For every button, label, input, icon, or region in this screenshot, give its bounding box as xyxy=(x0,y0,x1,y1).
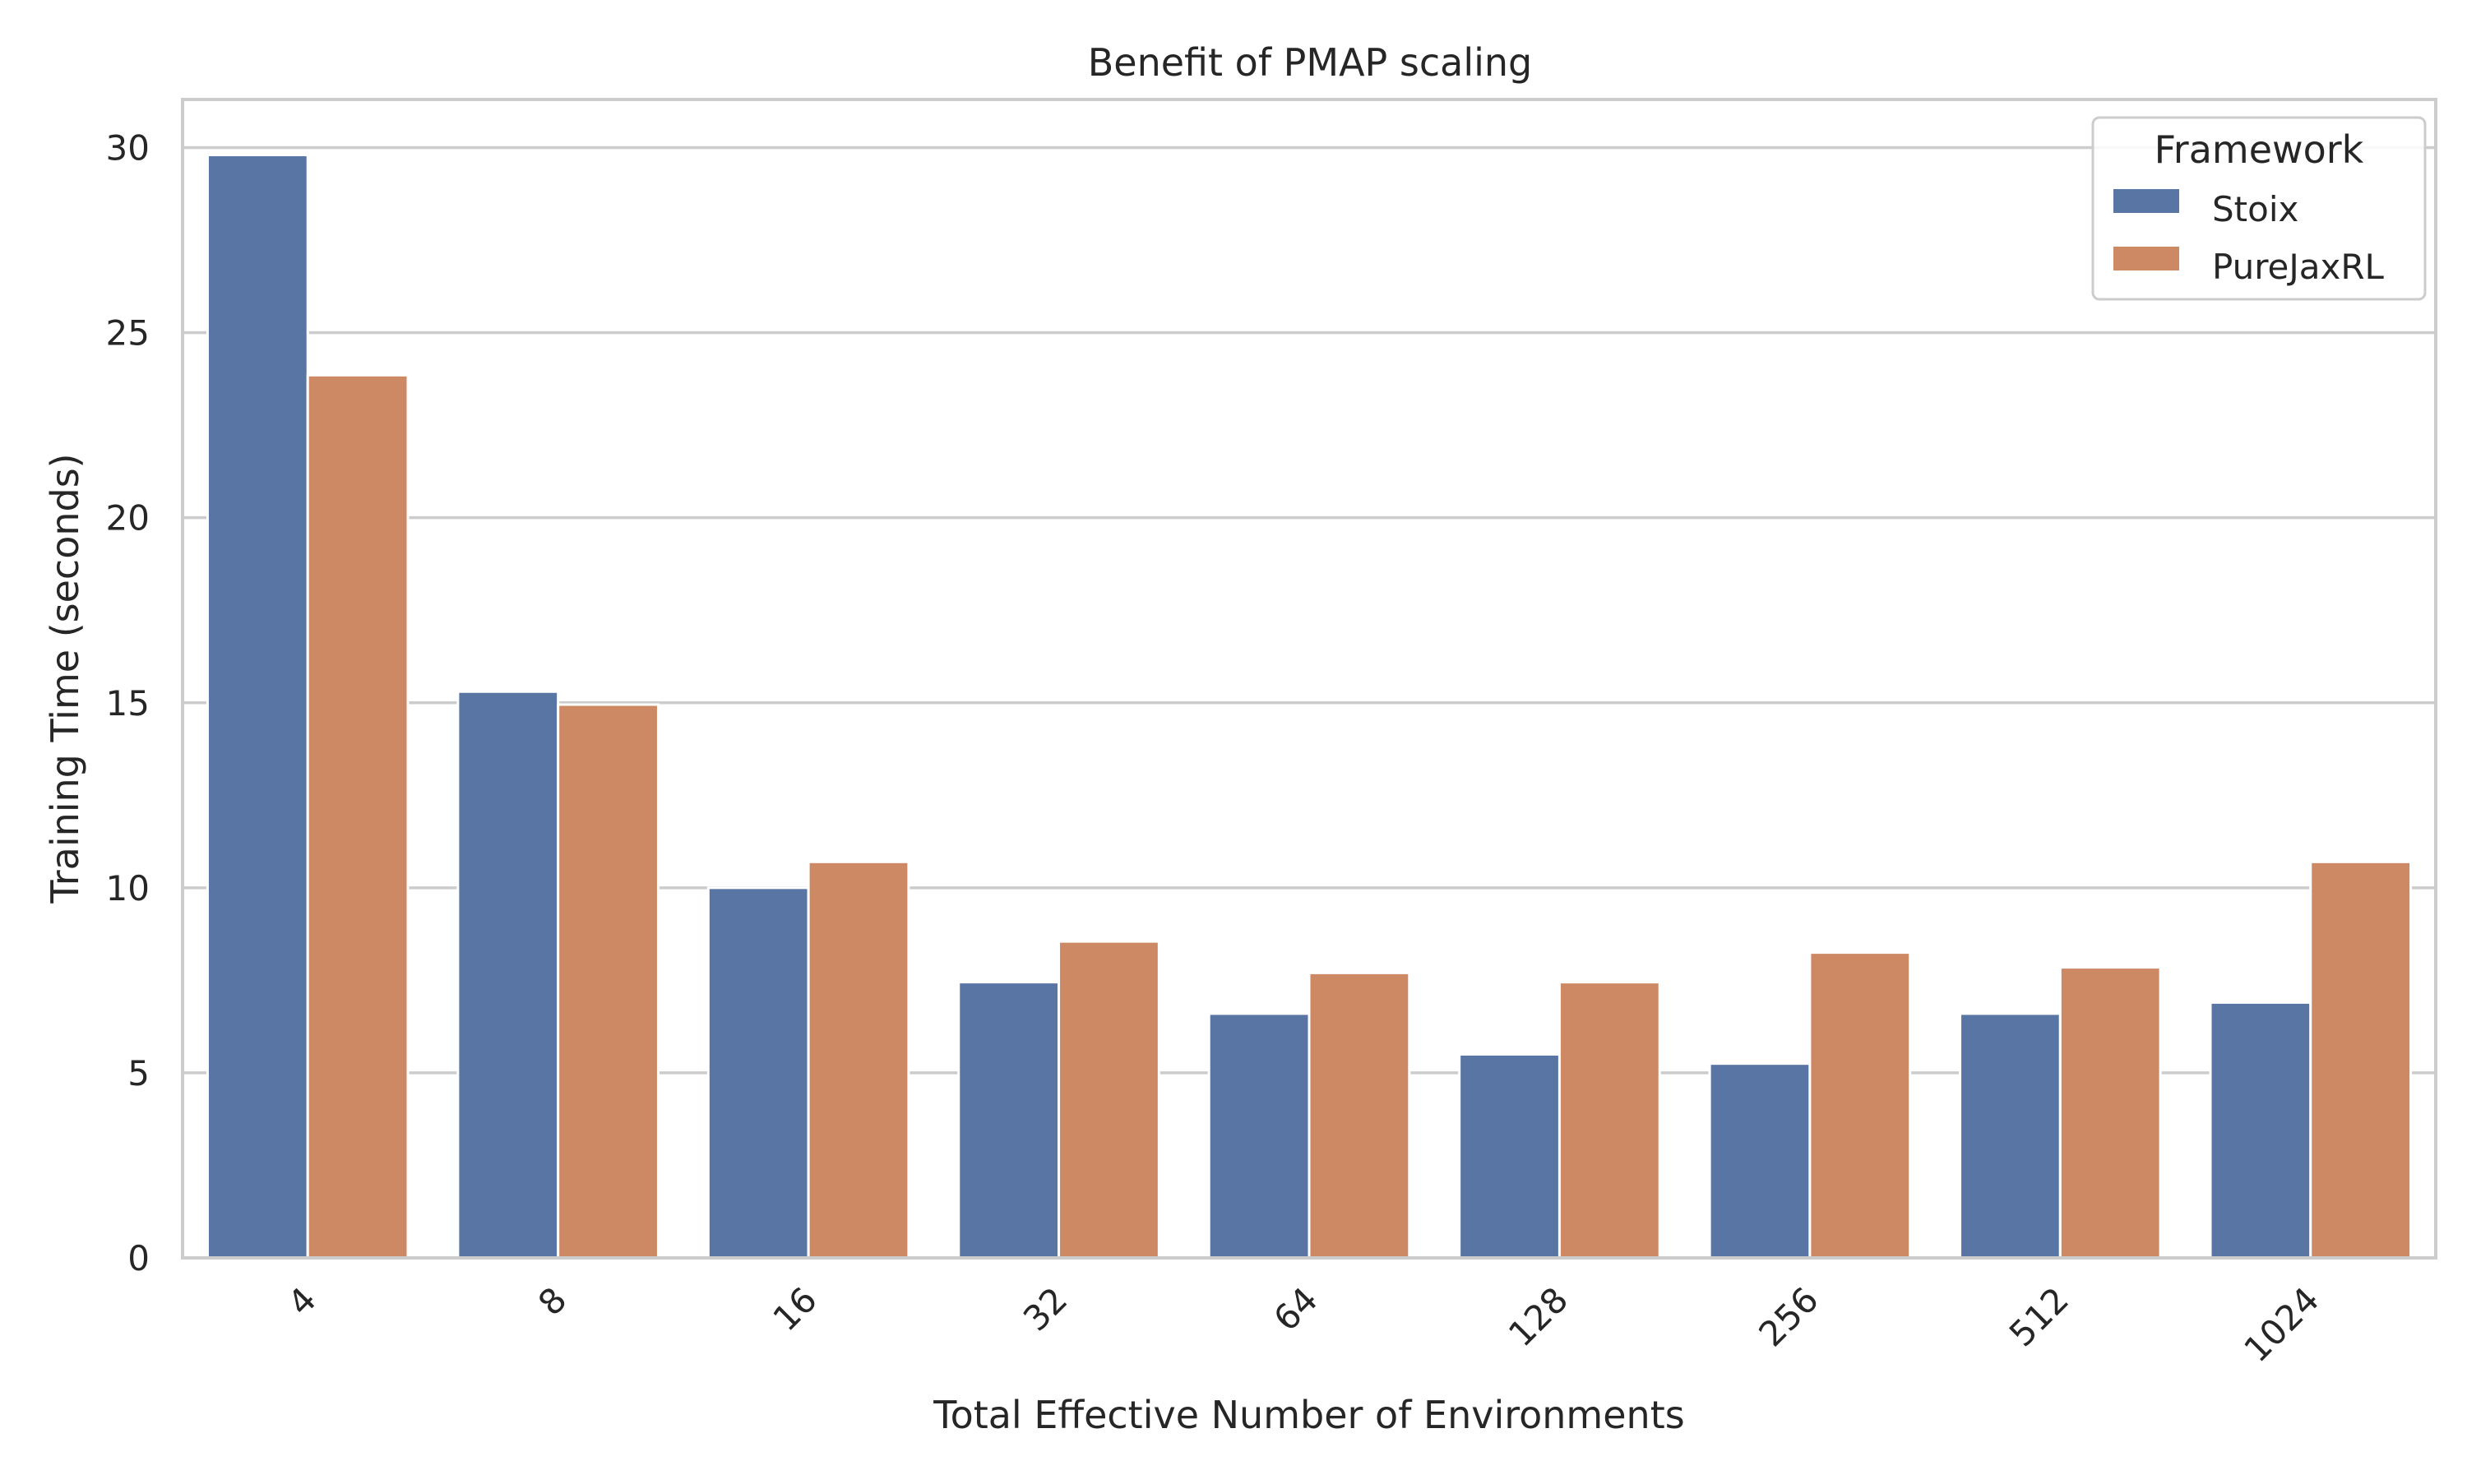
plot-frame xyxy=(181,98,2437,1260)
bar-purejaxrl-8 xyxy=(557,703,660,1260)
bar-purejaxrl-32 xyxy=(1058,940,1160,1260)
y-tick-label: 15 xyxy=(106,683,150,724)
bar-stoix-128 xyxy=(1458,1052,1561,1260)
x-axis-title: Total Effective Number of Environments xyxy=(933,1393,1684,1437)
x-tick-label: 512 xyxy=(2002,1279,2076,1354)
bar-purejaxrl-512 xyxy=(2058,966,2162,1260)
bar-stoix-64 xyxy=(1207,1012,1311,1260)
bar-stoix-4 xyxy=(206,154,309,1260)
bar-purejaxrl-64 xyxy=(1308,971,1411,1260)
x-tick-label: 64 xyxy=(1266,1279,1325,1338)
bar-stoix-512 xyxy=(1959,1012,2062,1260)
x-tick-label: 1024 xyxy=(2236,1279,2326,1370)
legend-label-purejaxrl: PureJaxRL xyxy=(2212,247,2385,287)
y-tick-label: 25 xyxy=(106,313,150,354)
x-tick-label: 32 xyxy=(1016,1279,1075,1338)
bar-stoix-256 xyxy=(1708,1062,1812,1260)
bar-stoix-32 xyxy=(957,981,1061,1260)
y-tick-label: 20 xyxy=(106,498,150,539)
x-tick-label: 8 xyxy=(530,1279,575,1324)
bar-stoix-8 xyxy=(456,690,560,1260)
bars xyxy=(206,154,2413,1260)
y-tick-label: 10 xyxy=(106,868,150,908)
bar-stoix-1024 xyxy=(2209,1001,2312,1260)
x-tick-label: 4 xyxy=(280,1279,324,1324)
x-tick-label: 256 xyxy=(1751,1279,1826,1354)
legend-label-stoix: Stoix xyxy=(2212,189,2298,229)
x-tick-label: 16 xyxy=(765,1279,824,1338)
legend-swatch-stoix xyxy=(2113,189,2179,213)
bar-purejaxrl-16 xyxy=(807,860,910,1260)
chart-title: Benefit of PMAP scaling xyxy=(1088,40,1533,85)
bar-purejaxrl-128 xyxy=(1557,981,1661,1260)
bar-purejaxrl-256 xyxy=(1808,951,1912,1260)
y-axis-title: Training Time (seconds) xyxy=(43,453,87,904)
legend-title: Framework xyxy=(2155,127,2364,172)
legend-items: Stoix PureJaxRL xyxy=(2113,189,2385,287)
y-axis-ticks: 0 5 10 15 20 25 30 xyxy=(106,128,150,1278)
y-tick-label: 0 xyxy=(127,1238,150,1278)
bar-stoix-16 xyxy=(706,886,810,1260)
bar-purejaxrl-4 xyxy=(306,373,410,1260)
bar-purejaxrl-1024 xyxy=(2309,860,2413,1260)
x-axis-ticks: 4 8 16 32 64 128 256 512 1024 xyxy=(280,1279,2326,1370)
legend: Framework Stoix PureJaxRL xyxy=(2091,116,2427,301)
y-tick-label: 5 xyxy=(127,1053,150,1093)
legend-swatch-purejaxrl xyxy=(2113,247,2179,270)
y-tick-label: 30 xyxy=(106,128,150,169)
x-tick-label: 128 xyxy=(1501,1279,1576,1354)
